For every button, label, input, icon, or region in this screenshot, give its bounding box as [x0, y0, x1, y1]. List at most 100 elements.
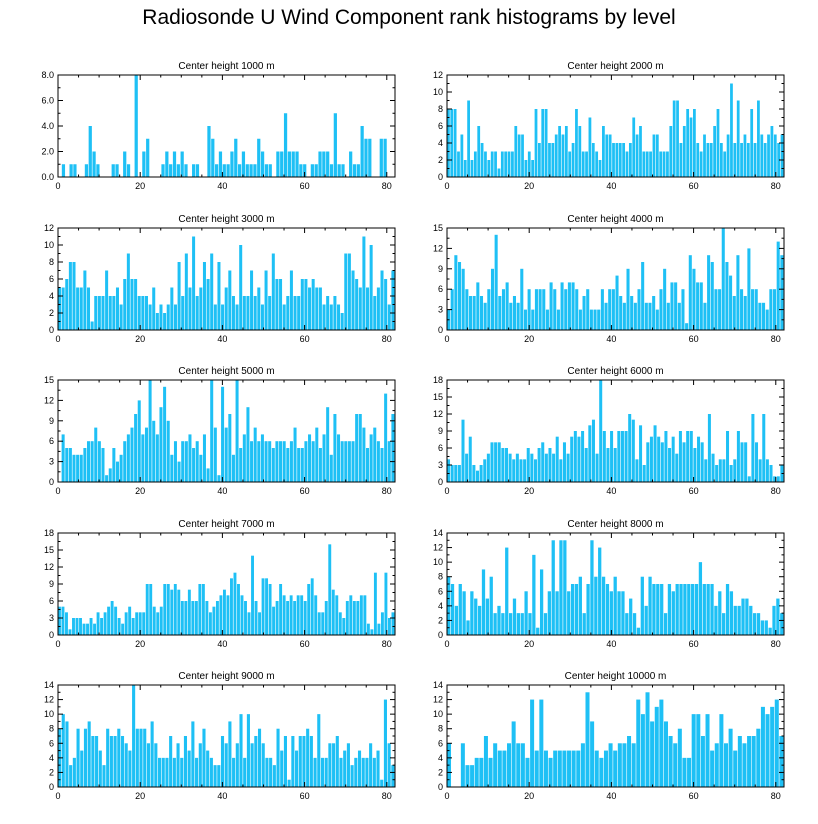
histogram-bar — [764, 620, 768, 635]
histogram-bar — [669, 126, 673, 177]
histogram-bar — [150, 721, 154, 787]
y-tick-label: 6 — [438, 443, 443, 453]
histogram-bar — [228, 270, 232, 330]
histogram-bar — [765, 714, 770, 787]
histogram-bar — [383, 699, 387, 787]
histogram-bar — [90, 441, 94, 482]
histogram-bar — [105, 475, 109, 482]
histogram-bar — [691, 584, 695, 635]
histogram-bar — [517, 134, 521, 177]
histogram-bar — [671, 436, 675, 482]
histogram-bar — [224, 287, 228, 330]
histogram-bar — [508, 453, 512, 482]
histogram-bar — [640, 714, 645, 787]
histogram-bar — [172, 757, 176, 787]
histogram-bar — [463, 160, 467, 177]
panel-title: Center height 6000 m — [567, 366, 663, 377]
histogram-bar — [525, 757, 530, 787]
histogram-bar — [356, 164, 360, 177]
histogram-bar — [723, 743, 729, 787]
histogram-bar — [646, 442, 650, 482]
histogram-bar — [124, 612, 128, 635]
histogram-bar — [693, 109, 696, 177]
histogram-bar — [699, 151, 703, 177]
histogram-bar — [477, 126, 481, 177]
histogram-bar — [79, 454, 83, 482]
histogram-bar — [218, 151, 223, 177]
histogram-bar — [89, 618, 93, 635]
histogram-bar — [276, 151, 280, 177]
histogram-bar — [317, 714, 321, 787]
histogram-bar — [504, 448, 508, 482]
y-tick-label: 6 — [438, 738, 443, 748]
histogram-bar — [602, 126, 605, 177]
x-tick-label: 80 — [382, 791, 392, 801]
panel-title: Center height 2000 m — [567, 61, 663, 72]
histogram-bar — [670, 282, 674, 330]
histogram-bar — [465, 289, 469, 330]
histogram-bar — [497, 605, 501, 635]
histogram-bar — [83, 448, 87, 482]
histogram-bar — [352, 164, 357, 177]
histogram-bar — [564, 126, 568, 177]
histogram-bar — [241, 151, 246, 177]
histogram-bar — [524, 591, 528, 635]
histogram-bar — [96, 612, 100, 635]
histogram-bar — [329, 304, 333, 330]
histogram-bar — [65, 448, 69, 482]
histogram-bar — [346, 743, 350, 787]
histogram-bar — [726, 134, 730, 177]
histogram-bar — [585, 692, 590, 787]
histogram-bar — [115, 461, 119, 482]
panel-title: Center height 10000 m — [565, 671, 667, 682]
histogram-bar — [280, 750, 284, 787]
y-tick-label: 12 — [44, 223, 54, 233]
histogram-bar — [571, 282, 575, 330]
histogram-bar — [679, 584, 683, 635]
histogram-bar — [268, 164, 272, 177]
histogram-bar — [124, 743, 128, 787]
y-tick-label: 14 — [433, 680, 443, 690]
histogram-bar — [215, 164, 219, 177]
histogram-bar — [696, 714, 701, 787]
histogram-bar — [376, 287, 380, 330]
histogram-bar — [773, 289, 777, 330]
histogram-bar — [84, 164, 89, 177]
histogram-bar — [476, 282, 480, 330]
histogram-bar — [350, 765, 354, 787]
histogram-bar — [169, 164, 173, 177]
histogram-bar — [753, 613, 757, 635]
histogram-panel-2: Center height 2000 m 0 20 40 60 80 0 2 4 6 8 10 12 — [433, 61, 785, 191]
histogram-bar — [344, 441, 348, 482]
histogram-bar — [258, 612, 261, 635]
histogram-bar — [645, 151, 649, 177]
histogram-bar — [475, 470, 480, 482]
histogram-bar — [554, 134, 558, 177]
histogram-bar — [532, 554, 536, 635]
histogram-bar — [591, 419, 595, 482]
histogram-bar — [333, 113, 337, 177]
histogram-bar — [548, 143, 551, 177]
histogram-bar — [487, 160, 491, 177]
histogram-bar — [188, 287, 192, 330]
histogram-bar — [202, 262, 206, 330]
histogram-bar — [640, 576, 644, 635]
histogram-bar — [338, 612, 342, 635]
y-tick-label: 15 — [433, 392, 443, 402]
histogram-bar — [357, 750, 362, 787]
histogram-bar — [61, 714, 65, 787]
histogram-bar — [180, 601, 184, 635]
histogram-bar — [598, 547, 602, 635]
histogram-bar — [184, 253, 188, 330]
x-tick-label: 80 — [771, 791, 781, 801]
histogram-bar — [86, 623, 89, 635]
histogram-bar — [520, 613, 524, 635]
histogram-bar — [611, 289, 615, 330]
histogram-bar — [155, 313, 159, 330]
histogram-panel-6: Center height 6000 m 0 20 40 60 80 0 3 6 9 12 15 18 — [433, 366, 785, 496]
histogram-bar — [224, 427, 228, 482]
histogram-bar — [581, 431, 585, 482]
histogram-bar — [230, 151, 234, 177]
histogram-bar — [283, 113, 288, 177]
histogram-bar — [271, 253, 275, 330]
